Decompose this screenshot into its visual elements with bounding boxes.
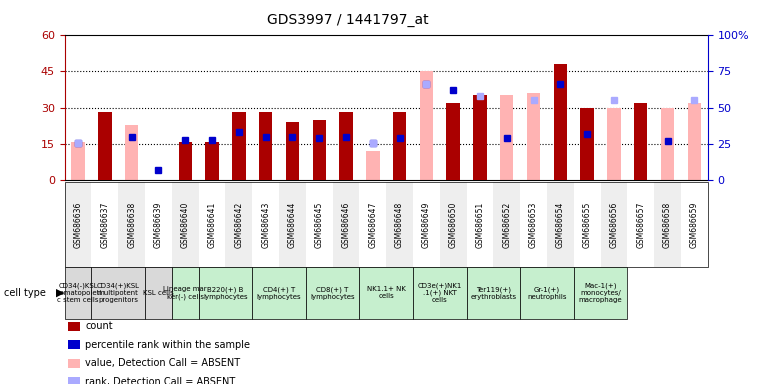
Bar (125, 124, 139, 180)
Bar (661, 108, 674, 180)
Bar (98, 113, 112, 180)
Text: GSM686649: GSM686649 (422, 202, 431, 248)
Text: GSM686640: GSM686640 (181, 202, 189, 248)
Text: GSM686645: GSM686645 (315, 202, 323, 248)
Bar (179, 142, 192, 180)
Bar (554, 64, 567, 180)
Text: NK1.1+ NK
cells: NK1.1+ NK cells (367, 286, 406, 299)
Bar (339, 113, 352, 180)
Text: GSM686651: GSM686651 (476, 202, 485, 248)
Text: GSM686637: GSM686637 (100, 202, 110, 248)
Text: Ter119(+)
erythroblasts: Ter119(+) erythroblasts (470, 286, 517, 300)
Text: CD8(+) T
lymphocytes: CD8(+) T lymphocytes (310, 286, 355, 300)
Text: GSM686652: GSM686652 (502, 202, 511, 248)
Text: GSM686654: GSM686654 (556, 202, 565, 248)
Text: B220(+) B
lymphocytes: B220(+) B lymphocytes (203, 286, 248, 300)
Bar (581, 108, 594, 180)
Bar (527, 93, 540, 180)
Bar (72, 142, 84, 180)
Text: GSM686655: GSM686655 (583, 202, 591, 248)
Text: GSM686647: GSM686647 (368, 202, 377, 248)
Text: Gr-1(+)
neutrophils: Gr-1(+) neutrophils (527, 286, 567, 300)
Text: GSM686641: GSM686641 (208, 202, 217, 248)
Text: CD3e(+)NK1
.1(+) NKT
cells: CD3e(+)NK1 .1(+) NKT cells (418, 282, 462, 303)
Text: GSM686653: GSM686653 (529, 202, 538, 248)
Bar (366, 151, 380, 180)
Text: ▶: ▶ (56, 288, 64, 298)
Text: CD34(-)KSL
hematopoieti
c stem cells: CD34(-)KSL hematopoieti c stem cells (55, 283, 101, 303)
Bar (634, 103, 648, 180)
Bar (500, 95, 514, 180)
Bar (205, 142, 218, 180)
Text: Mac-1(+)
monocytes/
macrophage: Mac-1(+) monocytes/ macrophage (579, 283, 622, 303)
Text: GSM686659: GSM686659 (689, 202, 699, 248)
Text: CD4(+) T
lymphocytes: CD4(+) T lymphocytes (256, 286, 301, 300)
Text: GSM686638: GSM686638 (127, 202, 136, 248)
Text: GSM686642: GSM686642 (234, 202, 244, 248)
Bar (232, 113, 246, 180)
Bar (285, 122, 299, 180)
Text: GSM686639: GSM686639 (154, 202, 163, 248)
Bar (313, 120, 326, 180)
Text: rank, Detection Call = ABSENT: rank, Detection Call = ABSENT (85, 377, 235, 384)
Bar (447, 103, 460, 180)
Bar (259, 113, 272, 180)
Text: GSM686643: GSM686643 (261, 202, 270, 248)
Text: cell type: cell type (4, 288, 46, 298)
Text: GSM686646: GSM686646 (342, 202, 351, 248)
Text: GDS3997 / 1441797_at: GDS3997 / 1441797_at (267, 13, 429, 27)
Bar (393, 113, 406, 180)
Text: GSM686658: GSM686658 (663, 202, 672, 248)
Bar (473, 95, 487, 180)
Text: GSM686644: GSM686644 (288, 202, 297, 248)
Bar (98, 113, 112, 180)
Text: GSM686648: GSM686648 (395, 202, 404, 248)
Text: GSM686657: GSM686657 (636, 202, 645, 248)
Text: value, Detection Call = ABSENT: value, Detection Call = ABSENT (85, 358, 240, 368)
Text: CD34(+)KSL
multipotent
progenitors: CD34(+)KSL multipotent progenitors (97, 283, 140, 303)
Bar (688, 103, 701, 180)
Text: GSM686656: GSM686656 (610, 202, 619, 248)
Text: KSL cells: KSL cells (143, 290, 174, 296)
Bar (420, 71, 433, 180)
Text: percentile rank within the sample: percentile rank within the sample (85, 340, 250, 350)
Text: GSM686650: GSM686650 (449, 202, 457, 248)
Text: count: count (85, 321, 113, 331)
Text: GSM686636: GSM686636 (74, 202, 83, 248)
Bar (607, 108, 621, 180)
Text: Lineage mar
ker(-) cells: Lineage mar ker(-) cells (164, 286, 207, 300)
